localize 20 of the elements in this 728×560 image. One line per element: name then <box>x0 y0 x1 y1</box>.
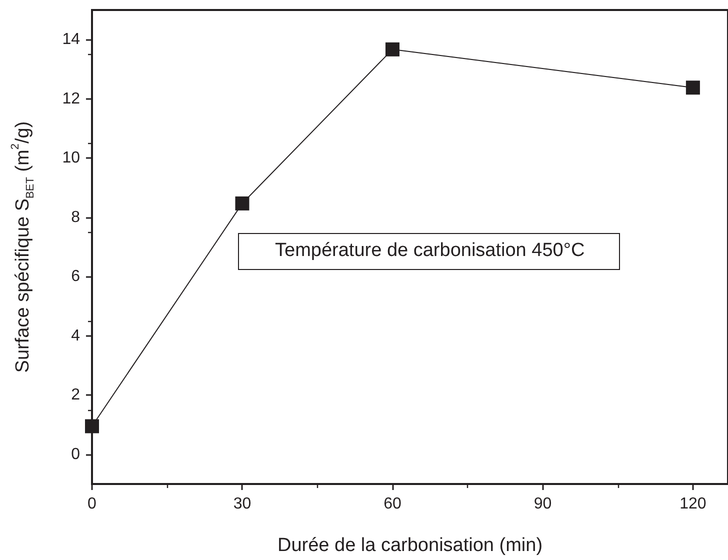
x-tick-label: 60 <box>384 496 402 512</box>
annotation: Température de carbonisation 450°C <box>238 233 620 270</box>
point <box>235 196 250 210</box>
point <box>385 42 400 56</box>
point <box>686 80 700 95</box>
y-tick-label: 0 <box>71 446 80 463</box>
x-tick-label: 120 <box>680 496 706 512</box>
y-tick-label: 4 <box>71 327 80 344</box>
y-tick-label: 8 <box>71 208 80 226</box>
y-tick-label: 12 <box>62 90 80 108</box>
x-tick-label: 0 <box>88 496 97 512</box>
point <box>85 419 99 434</box>
y-tick-label: 6 <box>71 268 80 286</box>
y-axis-title: Surface spécifique SBET (m2/g) <box>10 121 36 373</box>
x-axis-title: Durée de la carbonisation (min) <box>277 535 543 556</box>
y-tick-label: 2 <box>71 386 80 404</box>
y-tick-label: 14 <box>62 31 80 48</box>
y-tick-label: 10 <box>62 150 80 167</box>
x-tick-label: 30 <box>233 496 252 512</box>
x-tick-label: 90 <box>534 496 552 512</box>
